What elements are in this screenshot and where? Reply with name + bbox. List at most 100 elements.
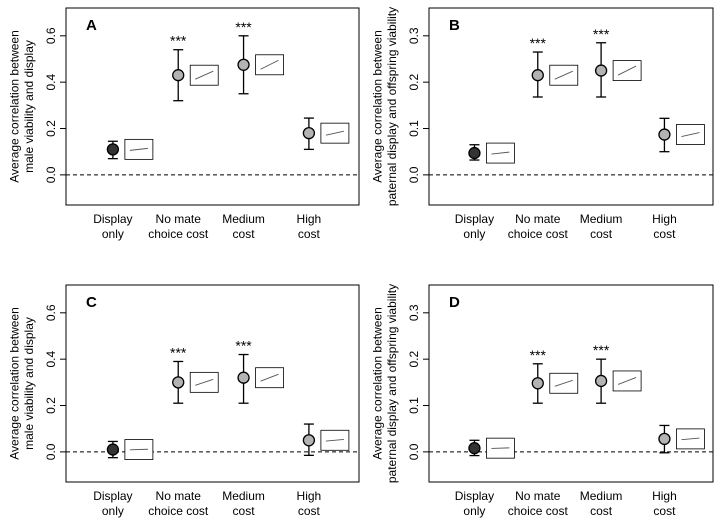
- plot-frame: [428, 284, 714, 483]
- x-tick-label-line: choice cost: [148, 227, 209, 241]
- x-tick-label-line: only: [102, 504, 124, 518]
- data-point: [531, 377, 544, 390]
- panel-d: D 0.0 0.1 0.2 0.3 Average correlation between…: [370, 284, 714, 518]
- significance-label: ***: [170, 33, 187, 49]
- x-tick-label-line: only: [463, 227, 485, 241]
- x-tick-label-line: High: [652, 489, 677, 503]
- x-tick-label-line: No mate: [156, 212, 202, 226]
- inset-line: [491, 151, 510, 155]
- x-tick-label-line: High: [297, 489, 322, 503]
- y-tick-label: 0.3: [407, 27, 421, 44]
- panel-letter: C: [86, 294, 97, 311]
- data-point: [172, 69, 185, 82]
- x-tick-label: Medium cost: [580, 212, 623, 241]
- y-tick-label: 0.0: [407, 166, 421, 183]
- x-tick-label-line: Display: [455, 489, 494, 503]
- x-tick-label: Display only: [93, 212, 132, 241]
- x-tick-label: High cost: [297, 489, 322, 518]
- inset-line: [617, 377, 637, 385]
- data-point: [172, 376, 185, 389]
- panel-a: A 0.0 0.2 0.4 0.6 Average correlation between…: [7, 7, 360, 241]
- y-tick-label: 0.4: [44, 74, 58, 91]
- inset-line: [681, 132, 700, 137]
- y-tick-label: 0.0: [44, 166, 58, 183]
- y-tick-label: 0.2: [407, 351, 421, 368]
- panel-letter: A: [86, 17, 97, 34]
- y-tick-label: 0.6: [44, 304, 58, 321]
- data-point: [106, 143, 120, 156]
- y-axis-label: Average correlation betweenmale viabilit…: [7, 307, 35, 460]
- x-tick-label-line: Medium: [580, 212, 623, 226]
- significance-label: ***: [530, 35, 547, 51]
- plot-frame: [65, 7, 360, 206]
- x-tick-label: High cost: [652, 212, 677, 241]
- x-tick-label-line: choice cost: [508, 227, 569, 241]
- inset-line: [129, 448, 148, 451]
- data-point: [237, 58, 250, 71]
- y-tick-label: 0.2: [407, 74, 421, 91]
- y-axis-label-line: male viability and display: [22, 40, 36, 173]
- significance-label: ***: [530, 347, 547, 363]
- plot-frame: [428, 7, 714, 206]
- y-axis-label: Average correlation betweenmale viabilit…: [7, 30, 35, 183]
- x-tick-label-line: No mate: [156, 489, 202, 503]
- data-point: [302, 434, 316, 447]
- x-tick-label-line: choice cost: [508, 504, 569, 518]
- inset-line: [260, 373, 279, 382]
- y-tick-label: 0.3: [407, 304, 421, 321]
- x-tick-label: High cost: [652, 489, 677, 518]
- x-tick-label: Display only: [455, 489, 494, 518]
- y-tick-label: 0.2: [44, 397, 58, 414]
- significance-label: ***: [170, 344, 187, 360]
- inset-line: [195, 378, 214, 386]
- data-point: [468, 442, 481, 455]
- x-tick-label-line: Medium: [222, 489, 265, 503]
- x-tick-label: Display only: [93, 489, 132, 518]
- x-tick-label-line: cost: [298, 227, 321, 241]
- inset-line: [325, 439, 344, 442]
- data-point: [237, 371, 250, 384]
- inset-line: [129, 147, 148, 151]
- panel-letter: B: [449, 17, 460, 34]
- y-tick-label: 0.0: [407, 443, 421, 460]
- x-tick-label-line: cost: [653, 504, 676, 518]
- inset-line: [617, 65, 637, 76]
- inset-line: [260, 59, 279, 70]
- data-point: [658, 128, 671, 141]
- y-axis-label: Average correlation betweenpaternal disp…: [370, 7, 398, 206]
- x-tick-label-line: Display: [93, 489, 132, 503]
- y-axis-label: Average correlation betweenpaternal disp…: [370, 284, 398, 483]
- x-tick-label-line: only: [102, 227, 124, 241]
- x-tick-label-line: High: [652, 212, 677, 226]
- y-axis-label-line: Average correlation between: [370, 30, 384, 183]
- data-point: [658, 432, 671, 446]
- x-tick-label-line: Display: [93, 212, 132, 226]
- y-tick-label: 0.2: [44, 120, 58, 137]
- panel-letter: D: [449, 294, 460, 311]
- x-tick-label-line: High: [297, 212, 322, 226]
- y-tick-label: 0.1: [407, 120, 421, 137]
- data-point: [468, 146, 481, 160]
- x-tick-label: No mate choice cost: [148, 212, 209, 241]
- x-tick-label-line: Medium: [222, 212, 265, 226]
- y-axis-label-line: paternal display and offspring viability: [385, 284, 399, 483]
- x-tick-label-line: cost: [233, 504, 256, 518]
- y-axis-label-line: Average correlation between: [7, 30, 21, 183]
- data-point: [531, 69, 544, 82]
- inset-line: [681, 437, 700, 441]
- panel-c: C 0.0 0.2 0.4 0.6 Average correlation between…: [7, 284, 360, 518]
- x-tick-label-line: cost: [590, 504, 613, 518]
- y-axis-label-line: Average correlation between: [370, 307, 384, 460]
- inset-line: [554, 70, 573, 80]
- data-point: [594, 64, 608, 77]
- y-tick-label: 0.4: [44, 351, 58, 368]
- y-tick-label: 0.0: [44, 443, 58, 460]
- x-tick-label: High cost: [297, 212, 322, 241]
- x-tick-label-line: only: [463, 504, 485, 518]
- y-tick-label: 0.6: [44, 27, 58, 44]
- inset-line: [325, 130, 344, 136]
- plot-frame: [65, 284, 360, 483]
- x-tick-label-line: Medium: [580, 489, 623, 503]
- x-tick-label-line: cost: [233, 227, 256, 241]
